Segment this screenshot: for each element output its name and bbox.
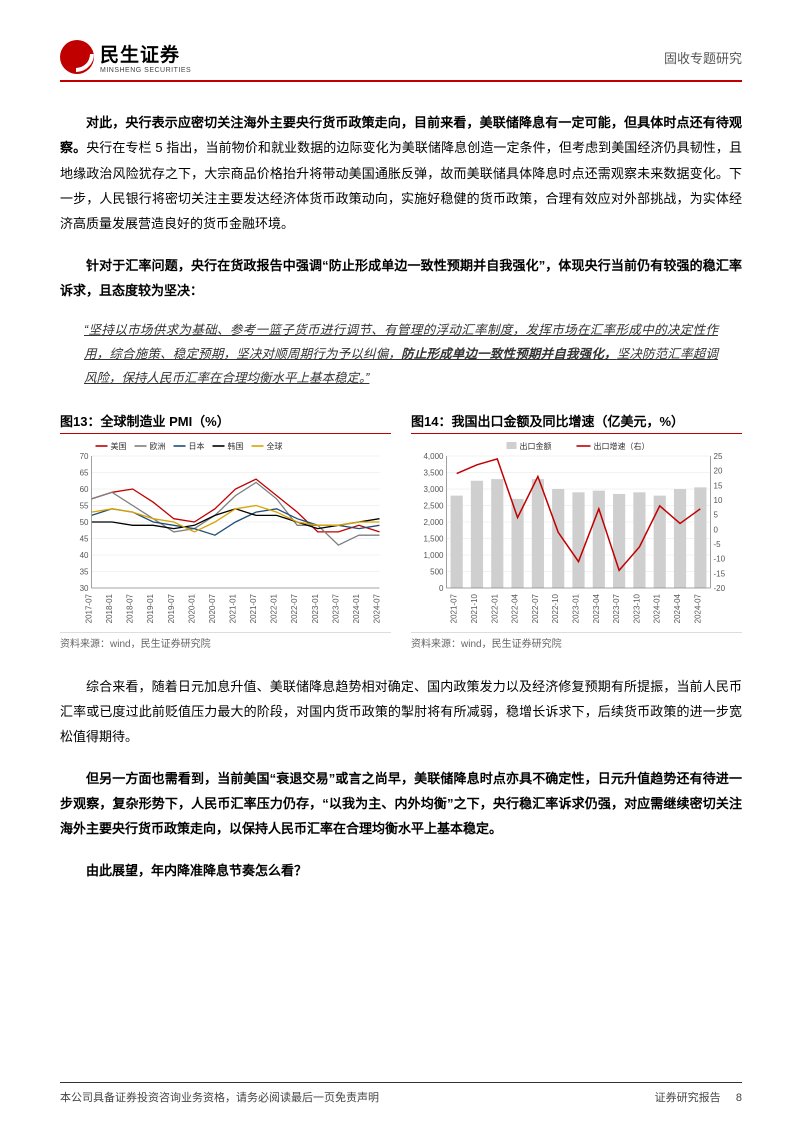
svg-text:2022-04: 2022-04 bbox=[511, 593, 520, 623]
svg-text:2024-01: 2024-01 bbox=[653, 593, 662, 623]
svg-text:30: 30 bbox=[80, 584, 89, 593]
svg-text:-5: -5 bbox=[714, 540, 722, 549]
svg-text:2021-01: 2021-01 bbox=[229, 593, 238, 623]
chart-13-title: 图13：全球制造业 PMI（%） bbox=[60, 411, 391, 434]
svg-text:15: 15 bbox=[714, 481, 723, 490]
svg-text:2021-07: 2021-07 bbox=[450, 593, 459, 623]
svg-text:美国: 美国 bbox=[111, 441, 127, 451]
svg-text:2022-10: 2022-10 bbox=[551, 593, 560, 623]
svg-text:3,000: 3,000 bbox=[423, 485, 444, 494]
footer-left: 本公司具备证券投资咨询业务资格，请务必阅读最后一页免责声明 bbox=[60, 1089, 379, 1105]
svg-text:60: 60 bbox=[80, 485, 89, 494]
chart-13-canvas: 30 35 40 45 50 55 60 65 70 2017-07 2018-01 2018-07 2… bbox=[60, 438, 391, 628]
chart-14-canvas: 0 500 1,000 1,500 2,000 2,500 3,000 3,500 4,000 -… bbox=[411, 438, 742, 628]
svg-text:1,500: 1,500 bbox=[423, 534, 444, 543]
chart-13-source: 资料来源：wind，民生证券研究院 bbox=[60, 632, 391, 650]
quote-bold: 防止形成单边一致性预期并自我强化， bbox=[401, 347, 617, 361]
svg-text:1,000: 1,000 bbox=[423, 551, 444, 560]
svg-text:2024-07: 2024-07 bbox=[693, 593, 702, 623]
svg-text:-15: -15 bbox=[714, 569, 726, 578]
p1-rest: 央行在专栏 5 指出，当前物价和就业数据的边际变化为美联储降息创造一定条件，但考… bbox=[60, 140, 742, 231]
svg-text:2020-07: 2020-07 bbox=[208, 593, 217, 623]
svg-text:2022-01: 2022-01 bbox=[490, 593, 499, 623]
paragraph-1: 对此，央行表示应密切关注海外主要央行货币政策走向，目前来看，美联储降息有一定可能… bbox=[60, 110, 742, 237]
svg-text:2022-07: 2022-07 bbox=[531, 593, 540, 623]
page-number: 8 bbox=[736, 1092, 742, 1104]
svg-text:2021-07: 2021-07 bbox=[249, 593, 258, 623]
doc-type: 固收专题研究 bbox=[664, 48, 742, 67]
page-footer: 本公司具备证券投资咨询业务资格，请务必阅读最后一页免责声明 证券研究报告 8 bbox=[60, 1082, 742, 1105]
svg-text:2,000: 2,000 bbox=[423, 518, 444, 527]
svg-text:35: 35 bbox=[80, 567, 89, 576]
svg-text:4,000: 4,000 bbox=[423, 452, 444, 461]
svg-text:2020-01: 2020-01 bbox=[187, 593, 196, 623]
svg-text:0: 0 bbox=[714, 525, 719, 534]
svg-text:日本: 日本 bbox=[189, 441, 205, 451]
svg-text:2024-01: 2024-01 bbox=[352, 593, 361, 623]
svg-text:45: 45 bbox=[80, 534, 89, 543]
svg-text:全球: 全球 bbox=[267, 441, 283, 451]
paragraph-4: 但另一方面也需看到，当前美国“衰退交易”或言之尚早，美联储降息时点亦具不确定性，… bbox=[60, 766, 742, 842]
svg-text:2024-07: 2024-07 bbox=[373, 593, 382, 623]
footer-right: 证券研究报告 8 bbox=[655, 1089, 742, 1105]
svg-text:出口金额: 出口金额 bbox=[520, 441, 552, 451]
chart-13: 图13：全球制造业 PMI（%） 30 35 40 45 50 55 60 65 70 2017-… bbox=[60, 411, 391, 650]
svg-text:2022-01: 2022-01 bbox=[270, 593, 279, 623]
chart-14-title: 图14：我国出口金额及同比增速（亿美元，%） bbox=[411, 411, 742, 434]
company-name-cn: 民生证券 bbox=[100, 40, 191, 67]
svg-text:2023-07: 2023-07 bbox=[331, 593, 340, 623]
svg-text:2023-01: 2023-01 bbox=[311, 593, 320, 623]
svg-text:2022-07: 2022-07 bbox=[290, 593, 299, 623]
logo-icon bbox=[60, 40, 94, 74]
svg-text:2023-07: 2023-07 bbox=[612, 593, 621, 623]
svg-text:2019-07: 2019-07 bbox=[167, 593, 176, 623]
svg-text:500: 500 bbox=[430, 567, 444, 576]
paragraph-3: 综合来看，随着日元加息升值、美联储降息趋势相对确定、国内政策发力以及经济修复预期… bbox=[60, 674, 742, 750]
svg-text:2018-07: 2018-07 bbox=[126, 593, 135, 623]
paragraph-5: 由此展望，年内降准降息节奏怎么看？ bbox=[60, 858, 742, 883]
svg-text:2018-01: 2018-01 bbox=[105, 593, 114, 623]
svg-text:10: 10 bbox=[714, 496, 723, 505]
charts-row: 图13：全球制造业 PMI（%） 3035404550556065702017-… bbox=[60, 411, 742, 650]
svg-text:5: 5 bbox=[714, 510, 719, 519]
svg-text:55: 55 bbox=[80, 501, 89, 510]
logo-block: 民生证券 MINSHENG SECURITIES bbox=[60, 40, 191, 74]
svg-text:2017-07: 2017-07 bbox=[85, 593, 94, 623]
svg-text:2019-01: 2019-01 bbox=[146, 593, 155, 623]
footer-right-label: 证券研究报告 bbox=[655, 1092, 721, 1104]
paragraph-2: 针对于汇率问题，央行在货政报告中强调“防止形成单边一致性预期并自我强化”，体现央… bbox=[60, 253, 742, 304]
svg-text:50: 50 bbox=[80, 518, 89, 527]
page-header: 民生证券 MINSHENG SECURITIES 固收专题研究 bbox=[60, 40, 742, 82]
company-name-en: MINSHENG SECURITIES bbox=[100, 67, 191, 74]
svg-text:2023-01: 2023-01 bbox=[572, 593, 581, 623]
quote-block: “坚持以市场供求为基础、参考一篮子货币进行调节、有管理的浮动汇率制度，发挥市场在… bbox=[84, 319, 718, 390]
svg-text:65: 65 bbox=[80, 468, 89, 477]
svg-text:70: 70 bbox=[80, 452, 89, 461]
svg-text:2024-04: 2024-04 bbox=[673, 593, 682, 623]
svg-text:0: 0 bbox=[439, 584, 444, 593]
svg-text:2,500: 2,500 bbox=[423, 501, 444, 510]
chart-14-source: 资料来源：wind，民生证券研究院 bbox=[411, 632, 742, 650]
chart-14: 图14：我国出口金额及同比增速（亿美元，%） 0 500 1,000 1,500 2,0… bbox=[411, 411, 742, 650]
svg-text:40: 40 bbox=[80, 551, 89, 560]
svg-text:出口增速（右）: 出口增速（右） bbox=[594, 441, 650, 451]
svg-text:25: 25 bbox=[714, 452, 723, 461]
svg-text:2023-10: 2023-10 bbox=[632, 593, 641, 623]
svg-text:2023-04: 2023-04 bbox=[592, 593, 601, 623]
svg-text:-10: -10 bbox=[714, 554, 726, 563]
svg-text:韩国: 韩国 bbox=[228, 441, 244, 451]
svg-text:2021-10: 2021-10 bbox=[470, 593, 479, 623]
svg-text:欧洲: 欧洲 bbox=[150, 441, 166, 451]
svg-text:3,500: 3,500 bbox=[423, 468, 444, 477]
svg-text:20: 20 bbox=[714, 466, 723, 475]
svg-text:-20: -20 bbox=[714, 584, 726, 593]
